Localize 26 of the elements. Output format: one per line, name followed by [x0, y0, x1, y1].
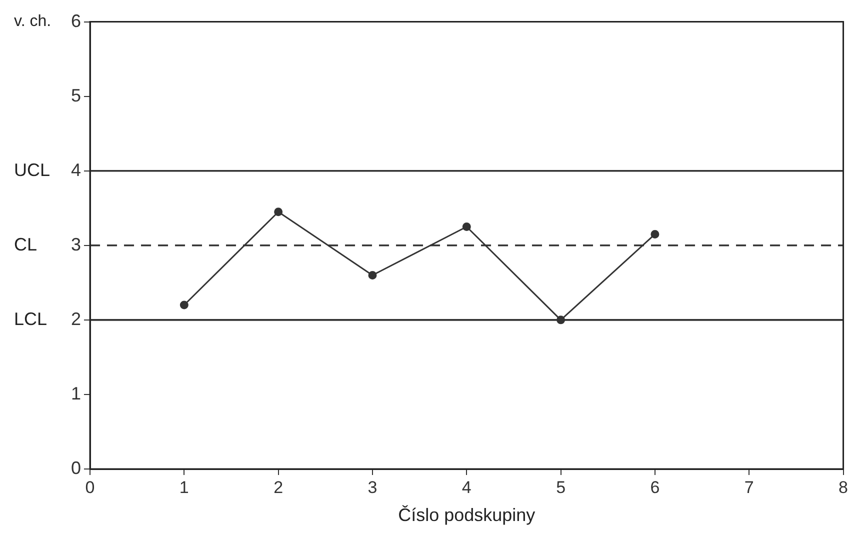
x-tick-label: 3 — [368, 478, 378, 497]
x-tick-label: 6 — [650, 478, 660, 497]
x-tick-label: 4 — [462, 478, 472, 497]
y-tick-label: 1 — [70, 383, 82, 404]
ref-line-label: LCL — [14, 308, 48, 329]
point — [274, 208, 283, 216]
x-tick-label: 2 — [274, 478, 284, 497]
x-axis-title: Číslo podskupiny — [398, 505, 536, 526]
x-tick-label: 0 — [85, 478, 95, 497]
point — [180, 300, 188, 310]
point — [650, 230, 660, 238]
ref-line-label: UCL — [14, 160, 50, 180]
y-tick-label: 4 — [70, 160, 82, 180]
y-tick-label: 3 — [70, 234, 82, 254]
x-tick-label: 1 — [179, 478, 189, 497]
x-tick-label: 8 — [838, 478, 848, 497]
point — [368, 270, 377, 280]
ref-line-label: CL — [14, 234, 38, 254]
x-tick-label: 5 — [556, 478, 566, 497]
y-tick-label: 5 — [70, 85, 82, 106]
x-tick-label: 7 — [744, 478, 754, 497]
y-tick-label: 6 — [70, 10, 82, 31]
point — [462, 222, 471, 232]
y-tick-label: 2 — [70, 308, 82, 329]
y-axis-title: v. ch. — [14, 13, 52, 30]
y-tick-label: 0 — [70, 458, 82, 478]
